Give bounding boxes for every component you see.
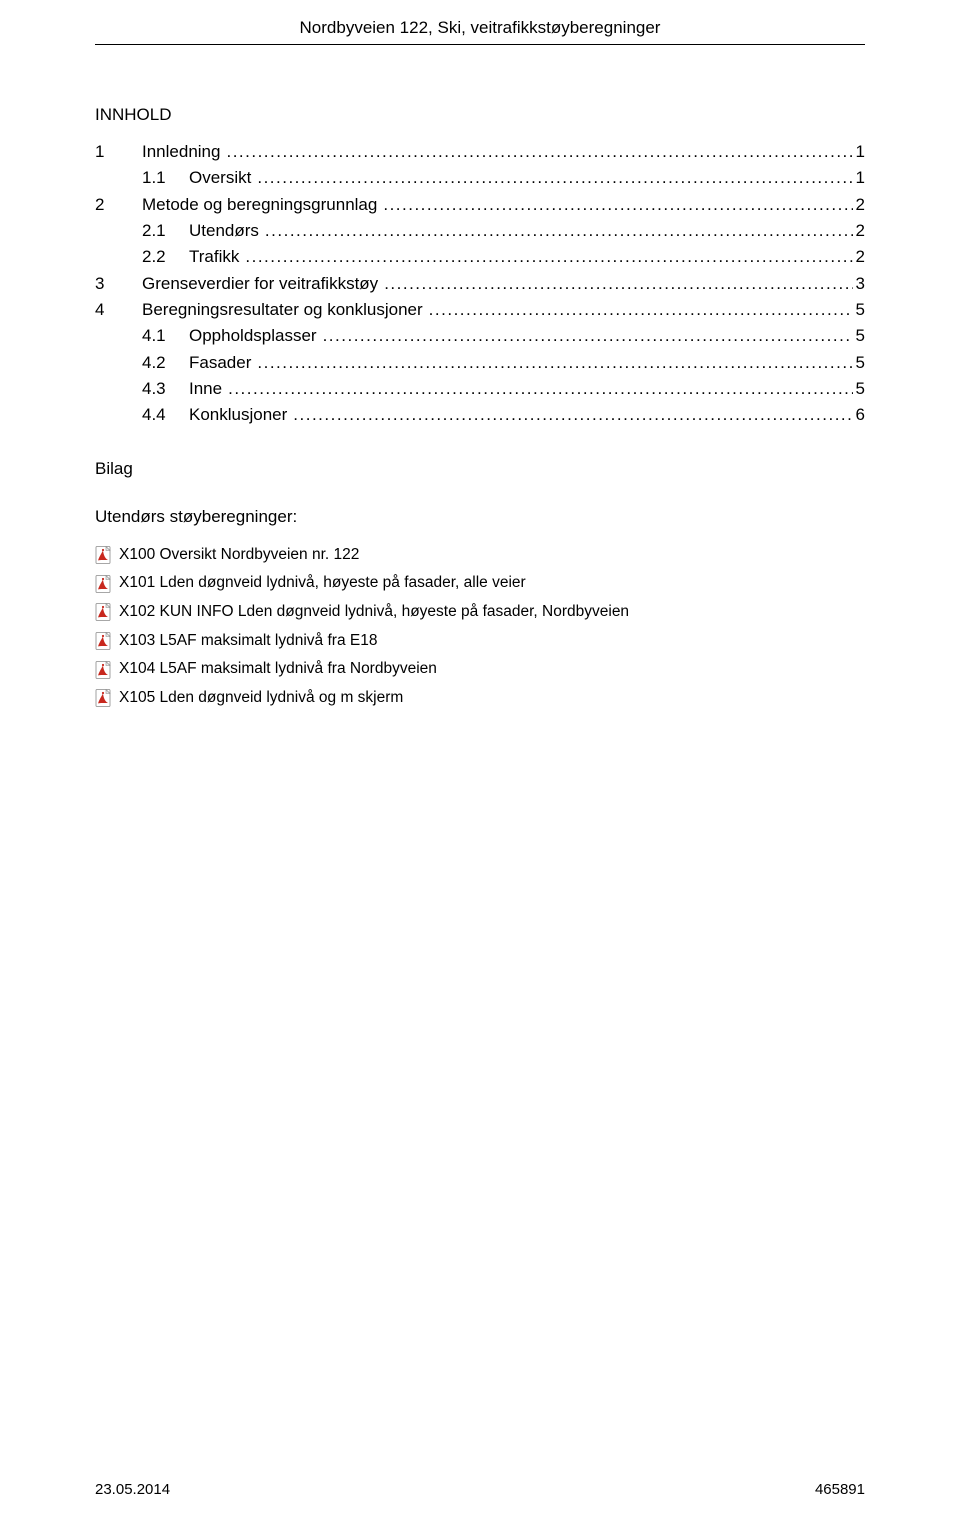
toc-entry-label: Metode og beregningsgrunnlag <box>142 192 380 218</box>
toc-entry-page: 2 <box>853 244 865 270</box>
pdf-file-name: X101 Lden døgnveid lydnivå, høyeste på f… <box>119 569 526 598</box>
pdf-file-name: X102 KUN INFO Lden døgnveid lydnivå, høy… <box>119 598 629 627</box>
toc-entry[interactable]: 4.1Oppholdsplasser......................… <box>95 323 865 349</box>
toc-heading: INNHOLD <box>95 105 865 125</box>
toc-entry[interactable]: 4.3Inne.................................… <box>95 376 865 402</box>
toc-entry[interactable]: 2.2Trafikk..............................… <box>95 244 865 270</box>
pdf-file-item[interactable]: X103 L5AF maksimalt lydnivå fra E18 <box>95 627 865 656</box>
toc-entry-label: Innledning <box>142 139 223 165</box>
toc-entry[interactable]: 1Innledning.............................… <box>95 139 865 165</box>
toc-entry-label: Fasader <box>189 350 254 376</box>
toc-leader-dots: ........................................… <box>381 271 852 297</box>
toc-entry-page: 5 <box>853 297 865 323</box>
toc-entry-number: 4.4 <box>142 402 189 428</box>
toc-leader-dots: ........................................… <box>320 323 853 349</box>
toc-entry-number: 1 <box>95 139 142 165</box>
toc-leader-dots: ........................................… <box>380 192 852 218</box>
toc-leader-dots: ........................................… <box>225 376 852 402</box>
page-header-title: Nordbyveien 122, Ski, veitrafikkstøybere… <box>95 0 865 44</box>
toc-entry-page: 2 <box>853 192 865 218</box>
toc-entry-page: 5 <box>853 350 865 376</box>
toc-entry[interactable]: 4.2Fasader..............................… <box>95 350 865 376</box>
toc-list: 1Innledning.............................… <box>95 139 865 429</box>
pdf-file-list: X100 Oversikt Nordbyveien nr. 122 X101 L… <box>95 541 865 713</box>
pdf-icon <box>95 689 112 707</box>
pdf-file-item[interactable]: X101 Lden døgnveid lydnivå, høyeste på f… <box>95 569 865 598</box>
bilag-subheading: Utendørs støyberegninger: <box>95 507 865 527</box>
toc-leader-dots: ........................................… <box>426 297 853 323</box>
pdf-icon <box>95 603 112 621</box>
pdf-file-name: X100 Oversikt Nordbyveien nr. 122 <box>119 541 359 570</box>
pdf-file-name: X103 L5AF maksimalt lydnivå fra E18 <box>119 627 377 656</box>
toc-entry[interactable]: 2Metode og beregningsgrunnlag...........… <box>95 192 865 218</box>
toc-entry-page: 5 <box>853 376 865 402</box>
toc-entry-number: 4 <box>95 297 142 323</box>
pdf-file-name: X105 Lden døgnveid lydnivå og m skjerm <box>119 684 403 713</box>
toc-entry-number: 2.1 <box>142 218 189 244</box>
bilag-heading: Bilag <box>95 459 865 479</box>
toc-entry-label: Grenseverdier for veitrafikkstøy <box>142 271 381 297</box>
toc-entry[interactable]: 4.4Konklusjoner.........................… <box>95 402 865 428</box>
pdf-icon <box>95 546 112 564</box>
toc-leader-dots: ........................................… <box>262 218 853 244</box>
pdf-file-item[interactable]: X104 L5AF maksimalt lydnivå fra Nordbyve… <box>95 655 865 684</box>
pdf-file-item[interactable]: X105 Lden døgnveid lydnivå og m skjerm <box>95 684 865 713</box>
toc-leader-dots: ........................................… <box>254 165 852 191</box>
toc-entry-number: 4.2 <box>142 350 189 376</box>
header-divider <box>95 44 865 45</box>
pdf-file-name: X104 L5AF maksimalt lydnivå fra Nordbyve… <box>119 655 437 684</box>
pdf-file-item[interactable]: X100 Oversikt Nordbyveien nr. 122 <box>95 541 865 570</box>
toc-entry[interactable]: 3Grenseverdier for veitrafikkstøy.......… <box>95 271 865 297</box>
toc-leader-dots: ........................................… <box>223 139 852 165</box>
toc-entry-label: Inne <box>189 376 225 402</box>
toc-entry-label: Beregningsresultater og konklusjoner <box>142 297 426 323</box>
toc-leader-dots: ........................................… <box>242 244 852 270</box>
toc-entry-page: 6 <box>853 402 865 428</box>
page-footer: 23.05.2014 465891 <box>95 1481 865 1498</box>
toc-entry-label: Oppholdsplasser <box>189 323 320 349</box>
pdf-icon <box>95 661 112 679</box>
toc-entry-label: Konklusjoner <box>189 402 290 428</box>
toc-entry[interactable]: 2.1Utendørs.............................… <box>95 218 865 244</box>
pdf-file-item[interactable]: X102 KUN INFO Lden døgnveid lydnivå, høy… <box>95 598 865 627</box>
toc-leader-dots: ........................................… <box>290 402 852 428</box>
toc-entry-number: 2.2 <box>142 244 189 270</box>
toc-entry-page: 2 <box>853 218 865 244</box>
toc-leader-dots: ........................................… <box>254 350 852 376</box>
toc-entry[interactable]: 1.1Oversikt.............................… <box>95 165 865 191</box>
pdf-icon <box>95 575 112 593</box>
pdf-icon <box>95 632 112 650</box>
toc-entry-page: 5 <box>853 323 865 349</box>
toc-entry-page: 3 <box>853 271 865 297</box>
toc-entry-number: 2 <box>95 192 142 218</box>
toc-entry-label: Utendørs <box>189 218 262 244</box>
toc-entry[interactable]: 4Beregningsresultater og konklusjoner...… <box>95 297 865 323</box>
toc-entry-label: Trafikk <box>189 244 242 270</box>
toc-entry-number: 1.1 <box>142 165 189 191</box>
toc-entry-number: 4.1 <box>142 323 189 349</box>
footer-date: 23.05.2014 <box>95 1481 170 1498</box>
footer-docnum: 465891 <box>815 1481 865 1498</box>
toc-entry-number: 3 <box>95 271 142 297</box>
toc-entry-label: Oversikt <box>189 165 254 191</box>
toc-entry-page: 1 <box>853 139 865 165</box>
toc-entry-page: 1 <box>853 165 865 191</box>
toc-entry-number: 4.3 <box>142 376 189 402</box>
